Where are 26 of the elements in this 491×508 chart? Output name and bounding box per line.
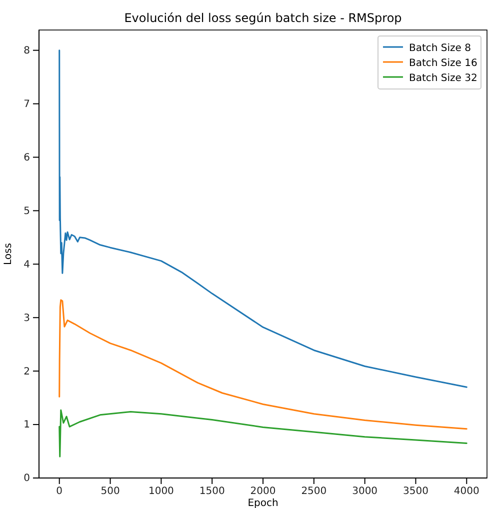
x-tick-label: 3500 (403, 486, 428, 498)
line-series (58, 409, 468, 458)
x-tick-label: 2000 (250, 486, 276, 498)
x-tick-label: 4000 (454, 486, 480, 498)
x-tick-label: 0 (56, 486, 63, 498)
x-axis-title: Epoch (248, 498, 278, 508)
x-tick-label: 2500 (301, 486, 327, 498)
x-tick-label: 1000 (148, 486, 174, 498)
y-tick-label: 8 (24, 46, 30, 57)
x-tick-label: 3000 (352, 486, 378, 498)
x-tick-label: 500 (100, 486, 120, 498)
x-tick-label: 1500 (199, 486, 225, 498)
y-tick-label: 5 (24, 206, 30, 217)
y-tick-label: 7 (24, 98, 30, 110)
y-tick-label: 1 (24, 420, 30, 431)
y-tick-label: 0 (24, 473, 30, 484)
legend-label: Batch Size 16 (409, 58, 478, 69)
legend-label: Batch Size 32 (409, 73, 478, 84)
y-tick-label: 3 (24, 312, 30, 324)
line-series (58, 299, 468, 430)
legend-label: Batch Size 8 (409, 43, 471, 54)
y-tick-label: 4 (24, 259, 30, 270)
y-tick-label: 6 (24, 152, 30, 164)
y-tick-label: 2 (24, 366, 30, 378)
y-axis-title: Loss (3, 243, 14, 265)
chart-title: Evolución del loss según batch size - RMSprop (124, 11, 402, 25)
